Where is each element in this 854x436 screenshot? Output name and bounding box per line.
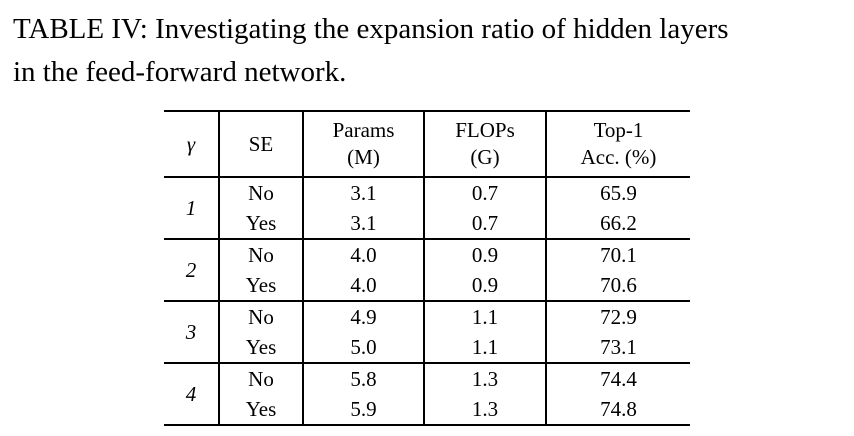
flops-cell: 0.9 (423, 238, 546, 270)
flops-cell: 0.7 (423, 176, 546, 208)
flops-cell: 1.3 (423, 394, 546, 425)
col-header-flops-line1: FLOPs (455, 118, 515, 142)
params-cell: 3.1 (302, 208, 424, 239)
acc-cell: 74.8 (545, 394, 690, 425)
acc-cell: 70.1 (545, 238, 690, 270)
params-cell: 5.9 (302, 394, 424, 425)
table-row: Yes 5.9 1.3 74.8 (164, 394, 690, 425)
flops-cell: 1.1 (423, 332, 546, 363)
se-cell: Yes (218, 394, 303, 425)
acc-cell: 66.2 (545, 208, 690, 239)
col-header-top1: Top-1 Acc. (%) (545, 111, 690, 178)
col-header-params-line2: (M) (347, 145, 380, 169)
header-row: γ SE Params (M) FLOPs (G) Top-1 Acc. (%) (164, 111, 690, 178)
col-header-top1-line1: Top-1 (593, 118, 644, 142)
table-row: 1 No 3.1 0.7 65.9 (164, 176, 690, 239)
acc-cell: 65.9 (545, 176, 690, 208)
caption-line-1: TABLE IV: Investigating the expansion ra… (13, 13, 729, 45)
gamma-cell: 3 (164, 300, 219, 363)
acc-cell: 70.6 (545, 270, 690, 301)
table-row: 2 No 4.0 0.9 70.1 (164, 238, 690, 301)
acc-cell: 74.4 (545, 362, 690, 394)
params-cell: 3.1 (302, 176, 424, 208)
table-row: 3 No 4.9 1.1 72.9 (164, 300, 690, 363)
col-header-flops-line2: (G) (470, 145, 500, 169)
caption-line-2: in the feed-forward network. (13, 56, 347, 88)
table-row: Yes 3.1 0.7 66.2 (164, 208, 690, 239)
col-header-flops: FLOPs (G) (423, 111, 546, 178)
params-cell: 5.0 (302, 332, 424, 363)
flops-cell: 0.7 (423, 208, 546, 239)
se-cell: No (218, 238, 303, 270)
se-cell: Yes (218, 270, 303, 301)
params-cell: 5.8 (302, 362, 424, 394)
gamma-cell: 4 (164, 362, 219, 425)
flops-cell: 1.1 (423, 300, 546, 332)
params-cell: 4.0 (302, 238, 424, 270)
params-cell: 4.0 (302, 270, 424, 301)
col-header-params: Params (M) (302, 111, 424, 178)
acc-cell: 72.9 (545, 300, 690, 332)
table-container: γ SE Params (M) FLOPs (G) Top-1 Acc. (%)… (0, 110, 854, 426)
col-header-se: SE (218, 111, 303, 178)
table-caption: TABLE IV: Investigating the expansion ra… (13, 8, 847, 94)
table-row: 4 No 5.8 1.3 74.4 (164, 362, 690, 425)
acc-cell: 73.1 (545, 332, 690, 363)
flops-cell: 1.3 (423, 362, 546, 394)
col-header-params-line1: Params (332, 118, 395, 142)
col-header-top1-line2: Acc. (%) (580, 145, 657, 169)
col-header-gamma: γ (164, 111, 219, 178)
gamma-cell: 1 (164, 176, 219, 239)
se-cell: No (218, 362, 303, 394)
table-row: Yes 5.0 1.1 73.1 (164, 332, 690, 363)
se-cell: Yes (218, 208, 303, 239)
se-cell: Yes (218, 332, 303, 363)
params-cell: 4.9 (302, 300, 424, 332)
results-table: γ SE Params (M) FLOPs (G) Top-1 Acc. (%)… (164, 110, 690, 426)
se-cell: No (218, 300, 303, 332)
flops-cell: 0.9 (423, 270, 546, 301)
gamma-cell: 2 (164, 238, 219, 301)
table-row: Yes 4.0 0.9 70.6 (164, 270, 690, 301)
se-cell: No (218, 176, 303, 208)
